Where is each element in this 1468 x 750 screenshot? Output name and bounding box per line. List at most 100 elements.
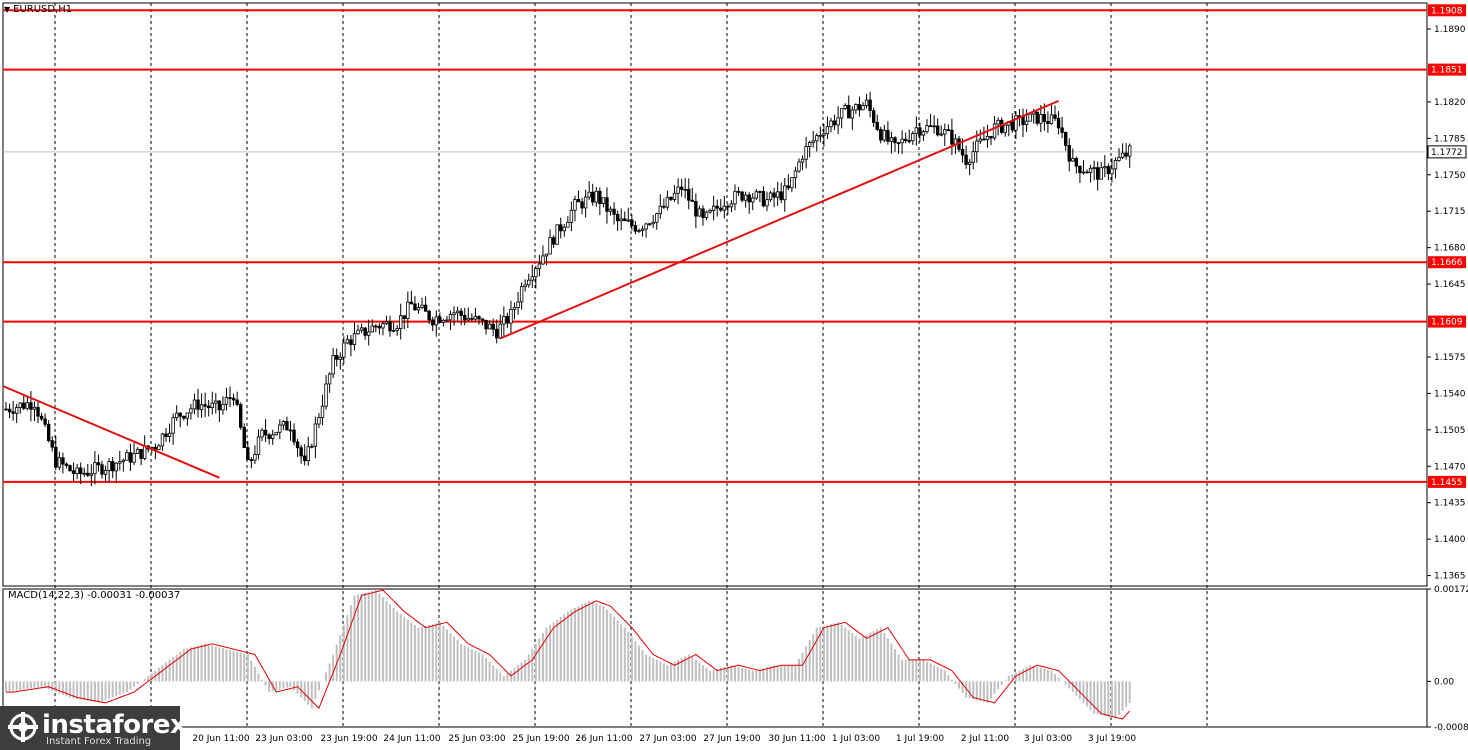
candle-body (125, 452, 129, 461)
candle-body (420, 304, 424, 308)
candle-body (139, 448, 143, 459)
candle-body (825, 126, 830, 135)
candle-body (189, 408, 193, 414)
candle-body (331, 355, 335, 375)
candle-body (694, 201, 698, 217)
candle-body (206, 405, 211, 409)
candle-body (246, 447, 250, 460)
candle-body (61, 457, 65, 465)
candle-body (306, 446, 310, 462)
candle-body (964, 154, 968, 165)
candle-body (861, 105, 865, 111)
candle-body (1120, 152, 1125, 158)
candle-body (395, 328, 399, 331)
candle-body (1003, 124, 1007, 133)
candle-body (665, 196, 670, 208)
candle-body (391, 329, 396, 332)
candle-body (1124, 152, 1128, 157)
x-tick-label: 30 Jun 11:00 (768, 734, 825, 744)
candle-body (850, 109, 855, 119)
candle-body (473, 316, 478, 320)
candle-body (740, 191, 744, 201)
candle-body (249, 459, 254, 461)
y-tick-label: 1.1435 (1434, 499, 1466, 509)
candle-body (174, 412, 179, 419)
candle-body (11, 411, 15, 414)
candle-body (711, 205, 716, 211)
candle-body (775, 191, 780, 198)
candle-body (615, 213, 620, 222)
candle-body (118, 461, 122, 464)
y-tick-label: 1.1715 (1434, 207, 1466, 217)
candle-body (566, 221, 570, 228)
candle-body (253, 454, 257, 461)
candle-body (580, 201, 584, 209)
x-tick-label: 2 Jul 11:00 (961, 734, 1010, 744)
candle-body (210, 402, 214, 409)
candle-body (736, 190, 741, 193)
x-tick-label: 20 Jun 11:00 (192, 734, 249, 744)
candle-body (455, 310, 460, 314)
candle-body (235, 399, 239, 405)
x-tick-label: 25 Jun 03:00 (448, 734, 505, 744)
y-tick-label: 1.1575 (1434, 353, 1466, 363)
dropdown-triangle-icon[interactable]: ▼ (4, 5, 11, 14)
macd-signal-line (6, 589, 1131, 720)
level-label-box (1428, 63, 1466, 76)
candle-body (630, 219, 634, 226)
candle-body (128, 452, 133, 463)
candle-body (512, 307, 517, 310)
candle-body (871, 110, 876, 123)
x-tick-label: 23 Jun 03:00 (255, 734, 312, 744)
candle-body (879, 128, 883, 141)
y-tick-label: 1.1540 (1434, 389, 1466, 399)
logo-tagline: Instant Forex Trading (46, 736, 152, 747)
candle-body (281, 421, 286, 426)
candle-body (402, 315, 406, 320)
level-label-box (1428, 4, 1466, 17)
candle-body (448, 314, 453, 321)
candle-body (423, 304, 428, 312)
y-tick-label: 1.1365 (1434, 572, 1466, 582)
candle-body (1010, 121, 1015, 131)
candle-body (498, 323, 502, 339)
candle-body (1024, 120, 1029, 125)
candle-body (142, 445, 147, 459)
candle-body (676, 186, 680, 194)
candle-body (882, 129, 887, 141)
candle-body (185, 412, 190, 419)
candle-body (690, 199, 695, 202)
candle-body (1092, 167, 1096, 170)
trend-line (500, 99, 1059, 340)
candle-body (370, 325, 374, 333)
candle-body (310, 445, 314, 448)
candle-body (299, 447, 303, 457)
candle-body (839, 108, 844, 119)
y-tick-label: 1.1470 (1434, 462, 1466, 472)
candle-body (800, 158, 805, 163)
candle-body (779, 191, 783, 201)
candle-body (562, 226, 566, 232)
candle-body (715, 205, 719, 209)
candle-body (836, 117, 840, 126)
candle-body (416, 307, 421, 311)
current-price-label: 1.1772 (1431, 148, 1463, 158)
candle-body (900, 138, 904, 144)
candle-body (363, 327, 367, 336)
candle-body (29, 402, 33, 410)
candle-body (587, 191, 591, 198)
x-tick-label: 26 Jun 11:00 (575, 734, 632, 744)
candle-body (71, 470, 76, 475)
candle-body (989, 135, 993, 139)
candle-body (477, 316, 481, 320)
candle-body (4, 408, 8, 411)
candle-body (285, 421, 289, 431)
candle-body (1088, 167, 1093, 173)
candle-body (338, 356, 342, 360)
candle-body (359, 327, 364, 331)
candle-body (367, 331, 371, 336)
candle-body (619, 218, 623, 222)
candle-body (427, 310, 431, 321)
candle-body (1074, 158, 1079, 167)
